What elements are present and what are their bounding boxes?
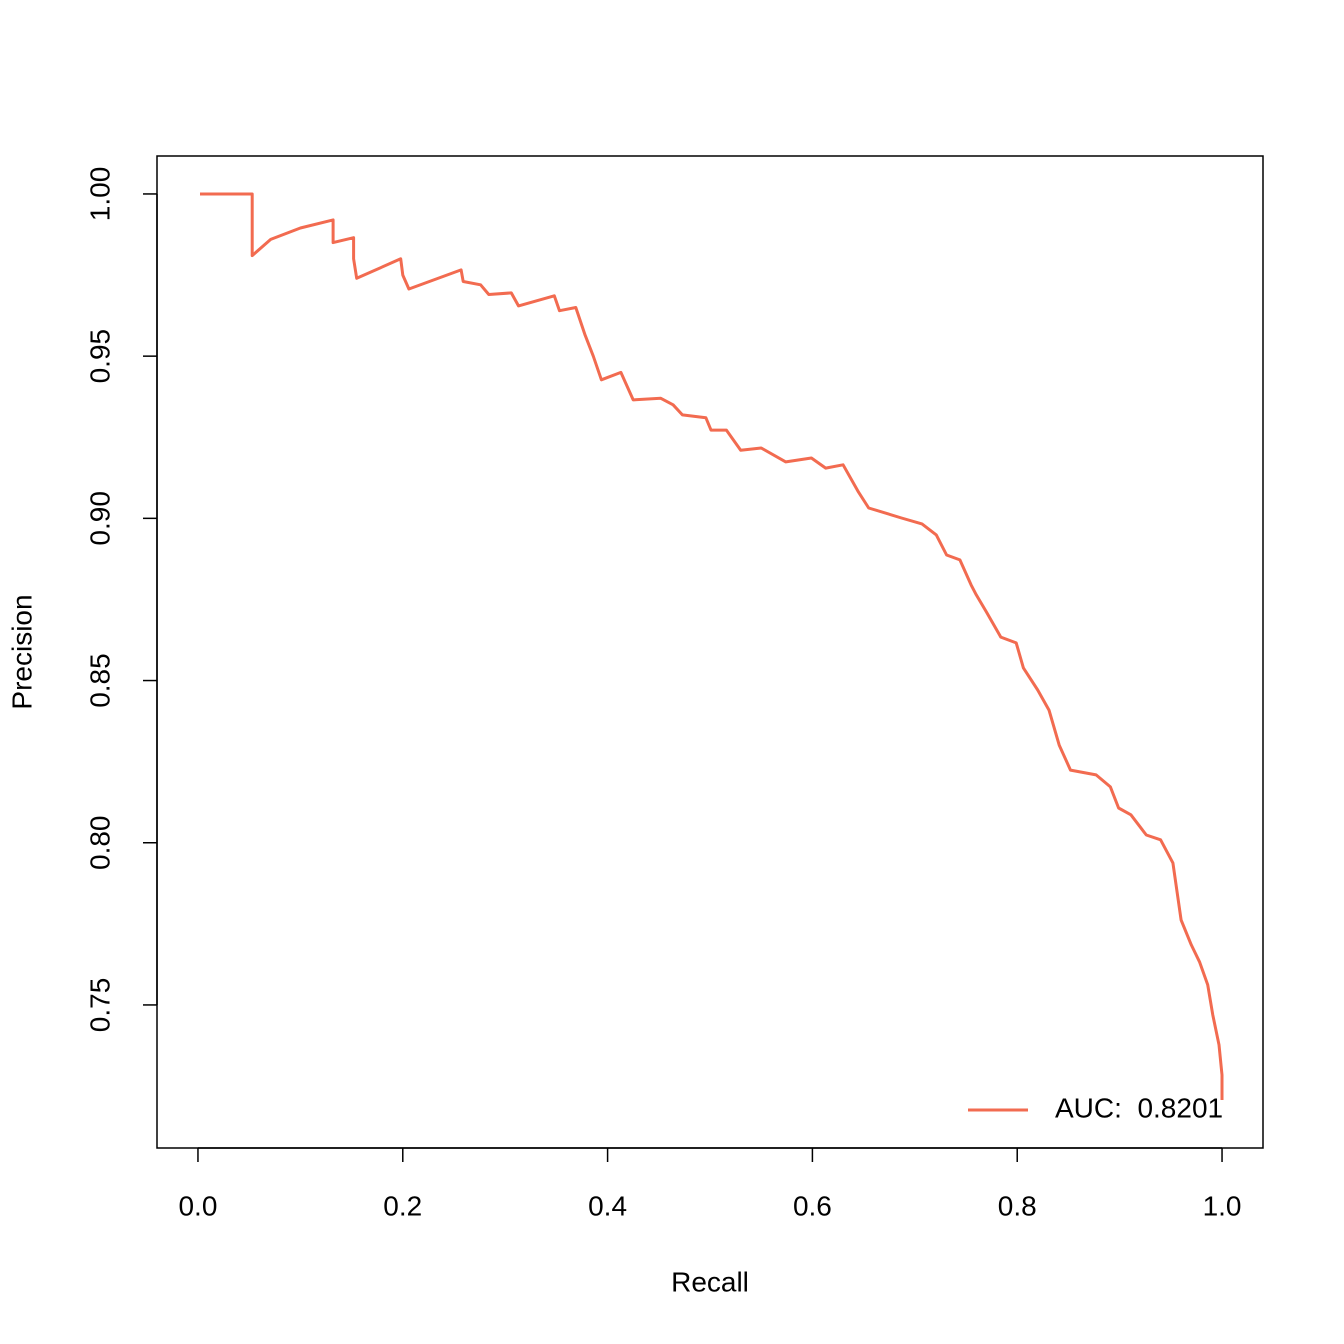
y-axis-label: Precision: [6, 594, 37, 709]
legend-label: AUC: 0.8201: [1055, 1092, 1223, 1123]
x-tick-label: 0.2: [383, 1190, 422, 1221]
y-tick-label: 0.90: [84, 491, 115, 546]
pr-curve: [200, 192, 1224, 1100]
y-tick-label: 0.95: [84, 329, 115, 384]
x-tick-label: 0.4: [588, 1190, 627, 1221]
x-tick-label: 0.0: [178, 1190, 217, 1221]
y-tick-label: 0.75: [84, 978, 115, 1033]
x-tick-label: 0.8: [998, 1190, 1037, 1221]
x-tick-label: 0.6: [793, 1190, 832, 1221]
y-tick-label: 1.00: [84, 167, 115, 222]
x-axis-label: Recall: [671, 1266, 749, 1297]
y-tick-label: 0.80: [84, 815, 115, 870]
x-tick-label: 1.0: [1203, 1190, 1242, 1221]
y-tick-label: 0.85: [84, 653, 115, 708]
